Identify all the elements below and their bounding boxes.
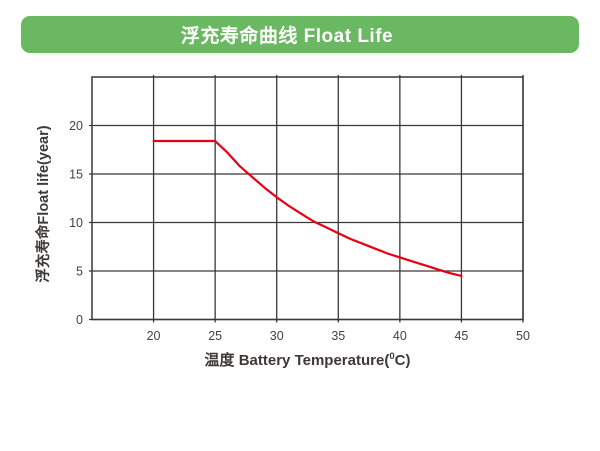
chart-title: 浮充寿命曲线 Float Life (180, 26, 394, 47)
x-tick-label: 50 (516, 329, 530, 343)
y-tick-label: 5 (76, 265, 83, 279)
x-tick-label: 45 (454, 329, 468, 343)
plot-border (91, 76, 524, 321)
x-axis-title-unit: C) (394, 352, 411, 369)
y-tick-label: 10 (69, 216, 83, 230)
x-axis-title-superscript: 0 (389, 351, 395, 362)
x-tick-label: 35 (331, 329, 345, 343)
x-axis-title: 温度 Battery Temperature(0C) (92, 349, 523, 370)
y-axis-title: 浮充寿命Float life(year) (36, 125, 52, 283)
banner: 浮充寿命曲线 Float Life (21, 16, 579, 53)
x-tick-label: 40 (393, 329, 407, 343)
x-tick-label: 30 (270, 329, 284, 343)
y-tick-label: 15 (69, 168, 83, 182)
x-tick-label: 20 (147, 329, 161, 343)
y-tick-label: 20 (69, 119, 83, 133)
x-axis-title-text: 温度 Battery Temperature( (204, 352, 390, 369)
float-life-curve (152, 139, 463, 277)
y-tick-label: 0 (76, 313, 83, 327)
x-tick-label: 25 (208, 329, 222, 343)
